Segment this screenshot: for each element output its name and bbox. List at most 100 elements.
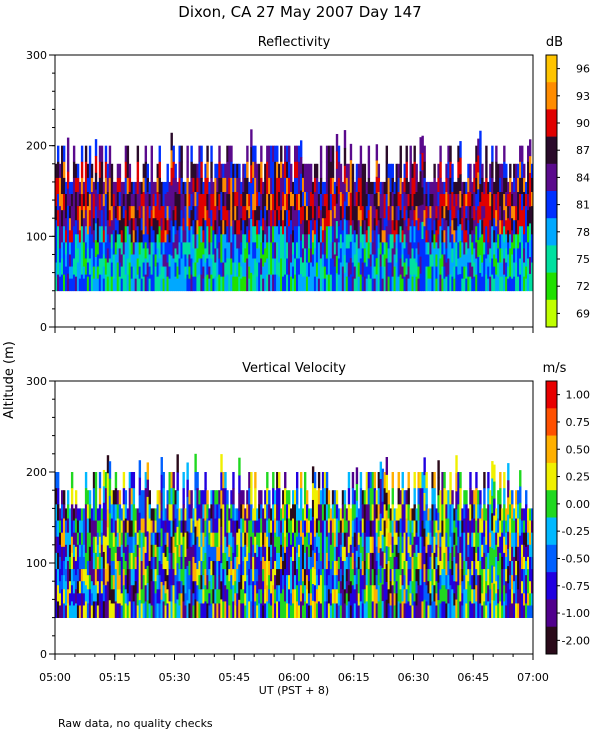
vertical-velocity-cell <box>290 532 293 546</box>
reflectivity-cell <box>278 177 281 193</box>
reflectivity-cell <box>327 274 331 292</box>
reflectivity-cell <box>160 266 163 280</box>
reflectivity-cell <box>355 206 359 221</box>
vertical-velocity-cell <box>377 569 381 586</box>
vertical-velocity-cell <box>138 512 142 531</box>
vertical-velocity-colorbar-swatch <box>546 381 557 409</box>
vertical-velocity-cell <box>130 488 134 505</box>
reflectivity-cell <box>172 194 175 211</box>
vertical-velocity-cell <box>230 560 233 576</box>
reflectivity-cell <box>519 145 522 163</box>
vertical-velocity-cell <box>230 546 233 562</box>
vertical-velocity-cell <box>443 520 446 538</box>
vertical-velocity-cell <box>220 599 223 618</box>
vertical-velocity-cell <box>96 508 100 521</box>
vertical-velocity-cell <box>268 560 271 576</box>
reflectivity-cell <box>393 242 396 255</box>
vertical-velocity-cell <box>216 560 219 576</box>
reflectivity-cell <box>192 192 195 207</box>
vertical-velocity-cell <box>381 551 385 569</box>
reflectivity-cell <box>415 262 418 278</box>
vertical-velocity-cell <box>76 508 80 521</box>
vertical-velocity-cell <box>509 490 512 505</box>
reflectivity-cell <box>168 181 171 195</box>
reflectivity-cell <box>118 262 122 278</box>
reflectivity-cell <box>264 177 267 193</box>
reflectivity-cell <box>240 181 243 195</box>
vertical-velocity-cell <box>411 520 414 534</box>
reflectivity-cell <box>190 274 193 292</box>
reflectivity-cell <box>349 160 353 177</box>
reflectivity-cell <box>527 226 530 243</box>
reflectivity-cell <box>194 177 197 193</box>
vertical-velocity-cell <box>431 569 434 586</box>
reflectivity-cell <box>170 220 173 239</box>
reflectivity-cell <box>174 163 177 179</box>
reflectivity-cell <box>160 181 163 195</box>
vertical-velocity-cell <box>254 488 257 505</box>
vertical-velocity-cell <box>118 560 122 576</box>
reflectivity-cell <box>477 155 480 173</box>
reflectivity-cell <box>122 181 126 195</box>
reflectivity-cell <box>152 230 155 243</box>
reflectivity-cell <box>441 242 444 255</box>
vertical-velocity-cell <box>216 518 219 534</box>
reflectivity-cell <box>389 192 392 207</box>
vertical-velocity-cell <box>365 536 369 554</box>
vertical-velocity-cell <box>371 585 375 602</box>
vertical-velocity-cell <box>56 488 60 505</box>
vertical-velocity-cell <box>457 536 460 554</box>
reflectivity-cell <box>343 201 347 220</box>
reflectivity-cell <box>236 262 239 278</box>
vertical-velocity-cell <box>136 569 140 582</box>
vertical-velocity-cell <box>202 560 205 576</box>
reflectivity-cell <box>106 248 110 263</box>
reflectivity-cell <box>295 161 299 179</box>
reflectivity-cell <box>457 242 460 259</box>
vertical-velocity-cell <box>274 603 277 618</box>
vertical-velocity-y-tick-label: 200 <box>26 466 47 479</box>
vertical-velocity-cell <box>403 546 406 562</box>
reflectivity-cell <box>435 242 438 255</box>
reflectivity-cell <box>385 258 389 276</box>
reflectivity-cell <box>222 192 225 207</box>
reflectivity-cell <box>240 242 243 255</box>
reflectivity-cell <box>118 177 122 193</box>
vertical-velocity-cell <box>511 546 514 562</box>
reflectivity-cell <box>299 240 303 258</box>
reflectivity-cell <box>367 161 371 179</box>
vertical-velocity-cell <box>166 603 169 618</box>
reflectivity-cell <box>86 177 90 193</box>
vertical-velocity-cell <box>331 560 335 576</box>
reflectivity-cell <box>353 278 357 292</box>
reflectivity-cell <box>256 276 259 292</box>
vertical-velocity-cell <box>202 589 205 604</box>
reflectivity-cell <box>499 276 502 292</box>
vertical-velocity-cell <box>146 514 150 532</box>
vertical-velocity-cell <box>144 536 148 554</box>
reflectivity-cell <box>252 161 255 179</box>
vertical-velocity-cell <box>160 492 163 511</box>
reflectivity-cell <box>389 177 392 193</box>
reflectivity-cell <box>252 242 255 259</box>
vertical-velocity-cell <box>349 593 353 606</box>
reflectivity-cell <box>383 242 387 255</box>
vertical-velocity-cell <box>491 565 494 584</box>
vertical-velocity-cell <box>511 504 514 519</box>
reflectivity-cell <box>299 223 303 241</box>
reflectivity-cell <box>421 204 424 223</box>
vertical-velocity-cell <box>84 472 88 489</box>
reflectivity-cell <box>387 262 390 278</box>
vertical-velocity-cell <box>439 560 442 576</box>
vertical-velocity-cell <box>68 569 72 582</box>
vertical-velocity-cell <box>471 518 474 534</box>
reflectivity-cell <box>469 220 472 235</box>
reflectivity-cell <box>377 206 381 221</box>
reflectivity-cell <box>264 163 267 179</box>
vertical-velocity-cell <box>483 520 486 538</box>
reflectivity-cell <box>244 234 247 249</box>
reflectivity-cell <box>491 145 494 163</box>
vertical-velocity-cell <box>441 601 444 618</box>
vertical-velocity-cell <box>294 560 297 576</box>
reflectivity-cell <box>138 218 142 231</box>
